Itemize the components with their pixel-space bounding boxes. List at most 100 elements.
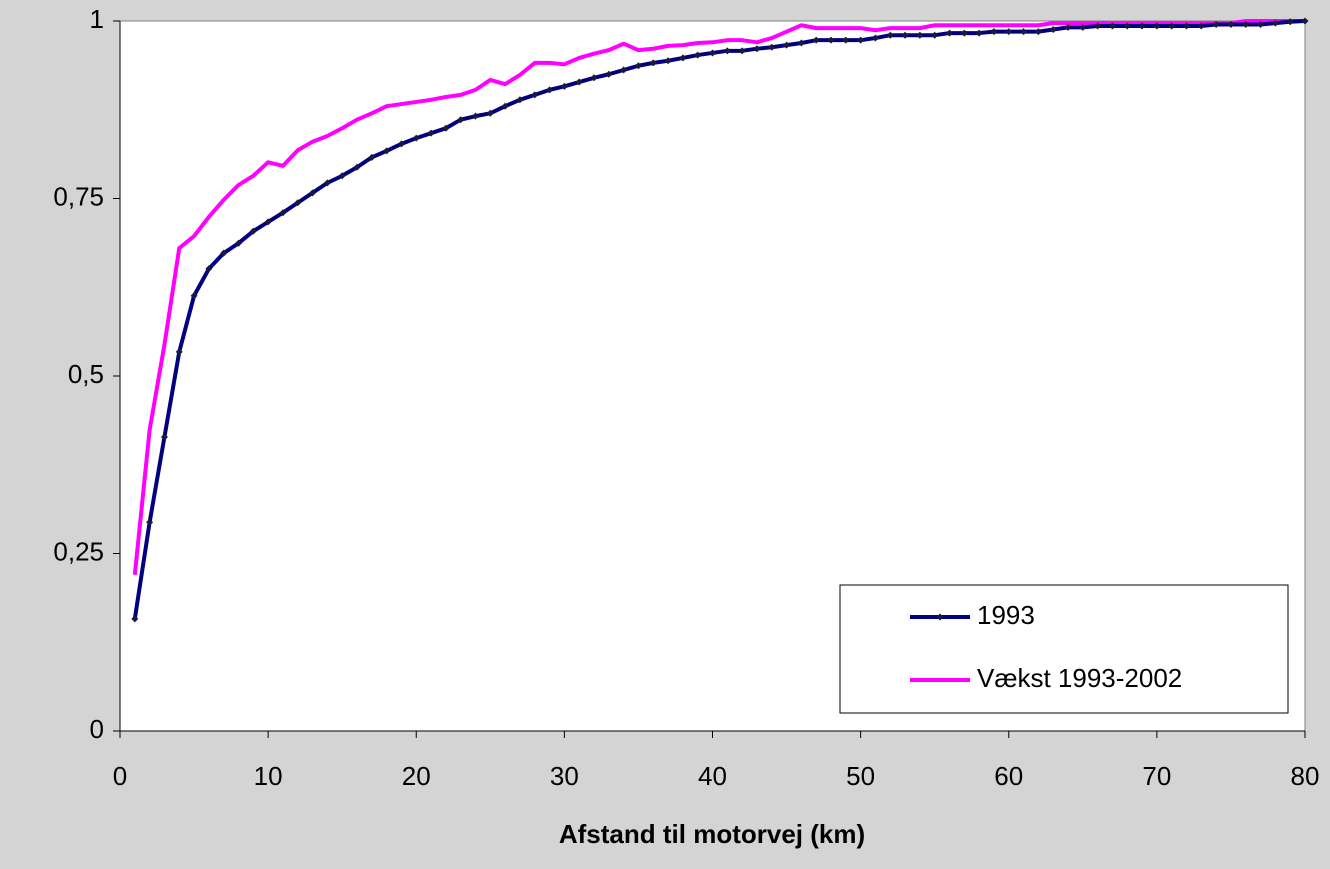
point-marker xyxy=(620,66,628,74)
point-marker xyxy=(946,29,953,37)
point-marker xyxy=(457,116,465,124)
point-marker xyxy=(1153,22,1161,30)
point-marker xyxy=(397,140,405,148)
y-tick-label: 0,5 xyxy=(68,359,104,389)
point-marker xyxy=(131,615,139,623)
point-marker xyxy=(664,57,672,65)
point-marker xyxy=(1286,18,1294,26)
point-marker xyxy=(605,70,613,78)
point-marker xyxy=(886,31,894,39)
point-marker xyxy=(546,86,554,94)
point-marker xyxy=(753,45,761,53)
point-marker xyxy=(1049,26,1057,34)
point-marker xyxy=(827,36,835,44)
point-marker xyxy=(1271,19,1279,27)
point-marker xyxy=(249,227,257,235)
point-marker xyxy=(1064,23,1072,31)
point-marker xyxy=(1183,22,1190,30)
point-marker xyxy=(975,29,983,37)
point-marker xyxy=(694,51,702,59)
point-marker xyxy=(235,239,242,247)
point-marker xyxy=(531,91,539,99)
point-marker xyxy=(353,163,361,171)
point-marker xyxy=(812,36,820,44)
point-marker xyxy=(1005,28,1013,36)
legend-label: Vækst 1993-2002 xyxy=(977,663,1182,693)
x-tick-label: 80 xyxy=(1291,761,1320,791)
x-axis-title: Afstand til motorvej (km) xyxy=(559,819,865,849)
legend-marker xyxy=(936,613,944,621)
point-marker xyxy=(1168,22,1176,30)
point-marker xyxy=(175,348,183,356)
x-tick-label: 50 xyxy=(846,761,875,791)
point-marker xyxy=(427,129,435,137)
point-marker xyxy=(1094,22,1102,30)
point-marker xyxy=(1301,17,1309,25)
x-tick-label: 30 xyxy=(550,761,579,791)
point-marker xyxy=(1108,22,1116,30)
point-marker xyxy=(309,189,317,197)
point-marker xyxy=(1212,21,1220,29)
point-marker xyxy=(368,153,376,161)
point-marker xyxy=(842,36,850,44)
point-marker xyxy=(220,249,228,257)
point-marker xyxy=(279,209,287,217)
point-marker xyxy=(1242,21,1250,29)
point-marker xyxy=(634,62,642,70)
point-marker xyxy=(990,28,998,36)
point-marker xyxy=(575,78,583,86)
x-tick-label: 70 xyxy=(1142,761,1171,791)
point-marker xyxy=(338,172,346,180)
point-marker xyxy=(679,54,687,62)
x-tick-label: 60 xyxy=(994,761,1023,791)
point-marker xyxy=(1034,28,1042,36)
point-marker xyxy=(516,96,524,104)
point-marker xyxy=(472,112,479,120)
point-marker xyxy=(501,102,509,110)
point-marker xyxy=(1123,22,1131,30)
point-marker xyxy=(723,47,731,55)
point-marker xyxy=(1197,22,1205,30)
point-marker xyxy=(960,29,968,37)
point-marker xyxy=(442,124,450,132)
point-marker xyxy=(383,147,391,155)
point-marker xyxy=(649,59,657,67)
x-tick-label: 40 xyxy=(698,761,727,791)
point-marker xyxy=(901,31,909,39)
point-marker xyxy=(294,199,302,207)
point-marker xyxy=(871,34,879,42)
point-marker xyxy=(1227,21,1235,29)
y-tick-label: 0,25 xyxy=(53,536,104,566)
point-marker xyxy=(412,134,420,142)
y-tick-label: 0,75 xyxy=(53,181,104,211)
point-marker xyxy=(709,49,716,57)
point-marker xyxy=(931,31,939,39)
point-marker xyxy=(560,82,568,90)
point-marker xyxy=(486,109,494,117)
y-tick-label: 0 xyxy=(90,714,104,744)
legend-label: 1993 xyxy=(977,600,1035,630)
point-marker xyxy=(1257,21,1265,29)
point-marker xyxy=(916,31,924,39)
x-tick-label: 10 xyxy=(254,761,283,791)
series-line xyxy=(132,19,1305,576)
x-tick-label: 20 xyxy=(402,761,431,791)
point-marker xyxy=(1020,28,1028,36)
point-marker xyxy=(590,74,598,82)
point-marker xyxy=(264,218,272,226)
point-marker xyxy=(146,518,154,526)
point-marker xyxy=(205,265,213,273)
legend-box xyxy=(839,584,1289,714)
point-marker xyxy=(160,433,168,441)
point-marker xyxy=(783,41,791,49)
point-marker xyxy=(738,47,746,55)
point-marker xyxy=(190,292,198,300)
point-marker xyxy=(323,179,331,187)
x-tick-label: 0 xyxy=(113,761,127,791)
point-marker xyxy=(857,36,865,44)
point-marker xyxy=(768,43,776,51)
point-marker xyxy=(797,39,805,47)
point-marker xyxy=(1079,23,1087,31)
point-marker xyxy=(1138,22,1146,30)
